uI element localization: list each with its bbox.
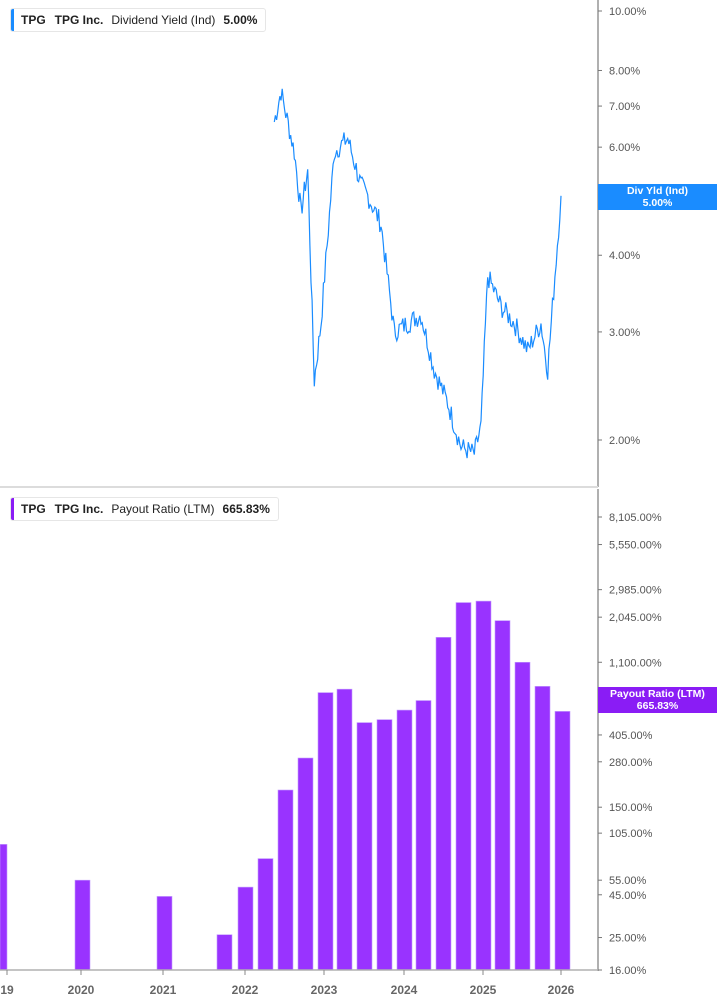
y-tick-label: 8,105.00% xyxy=(609,512,662,524)
payout-bar[interactable] xyxy=(475,600,492,971)
y-tick-label: 10.00% xyxy=(609,6,647,18)
payout-bar[interactable] xyxy=(554,711,571,971)
y-tick-label: 3.00% xyxy=(609,327,640,339)
x-axis-label: 2023 xyxy=(311,983,338,997)
tag-value: 5.00% xyxy=(642,197,673,209)
x-axis-label: 2025 xyxy=(470,983,497,997)
y-tick-label: 45.00% xyxy=(609,890,647,902)
dividend-yield-legend[interactable]: TPG TPG Inc. Dividend Yield (Ind) 5.00% xyxy=(10,8,267,32)
payout-ratio-chart[interactable]: 8,105.00% 5,550.00% 2,985.00% 2,045.00% 1,10… xyxy=(0,489,717,1005)
payout-bar[interactable] xyxy=(156,896,173,971)
current-yield-tag: Div Yld (Ind) 5.00% xyxy=(598,184,717,210)
tag-label: Div Yld (Ind) xyxy=(626,185,689,197)
x-axis-label: 2020 xyxy=(68,983,95,997)
payout-bar[interactable] xyxy=(396,709,413,971)
payout-bar[interactable] xyxy=(237,886,254,971)
y-tick-label: 1,100.00% xyxy=(609,657,662,669)
y-tick-label: 150.00% xyxy=(609,802,653,814)
dividend-yield-panel: 10.00% 8.00% 7.00% 6.00% 5.00% 4.00% 3.00% 2.00… xyxy=(0,0,717,487)
x-axis-label: 2021 xyxy=(150,983,177,997)
series-color-swatch xyxy=(11,9,14,31)
legend-company: TPG Inc. xyxy=(54,13,104,27)
legend-metric: Payout Ratio (LTM) xyxy=(111,502,215,516)
y-tick-label: 280.00% xyxy=(609,757,653,769)
payout-ratio-panel: 8,105.00% 5,550.00% 2,985.00% 2,045.00% 1,10… xyxy=(0,489,717,1005)
current-payout-tag: Payout Ratio (LTM) 665.83% xyxy=(598,687,717,713)
dividend-yield-chart[interactable]: 10.00% 8.00% 7.00% 6.00% 5.00% 4.00% 3.00% 2.00… xyxy=(0,0,717,487)
legend-ticker: TPG xyxy=(21,13,46,27)
tag-label: Payout Ratio (LTM) xyxy=(610,688,705,700)
payout-bar[interactable] xyxy=(356,722,373,971)
y-tick-label: 105.00% xyxy=(609,828,653,840)
payout-bar[interactable] xyxy=(297,757,314,971)
tag-value: 665.83% xyxy=(636,700,679,712)
legend-company: TPG Inc. xyxy=(54,502,104,516)
y-tick-label: 7.00% xyxy=(609,101,640,113)
payout-bar[interactable] xyxy=(74,879,91,971)
y-tick-label: 405.00% xyxy=(609,730,653,742)
payout-bar[interactable] xyxy=(317,692,334,971)
series-color-swatch xyxy=(11,498,14,520)
x-axis-label: 2022 xyxy=(232,983,259,997)
y-tick-label: 55.00% xyxy=(609,875,647,887)
y-tick-label: 25.00% xyxy=(609,933,647,945)
y-tick-label: 8.00% xyxy=(609,65,640,77)
y-tick-label: 2,045.00% xyxy=(609,612,662,624)
payout-bar[interactable] xyxy=(534,686,551,971)
x-axis-label: 2024 xyxy=(391,983,418,997)
legend-value: 665.83% xyxy=(222,502,270,516)
payout-ratio-legend[interactable]: TPG TPG Inc. Payout Ratio (LTM) 665.83% xyxy=(10,497,279,521)
y-tick-label: 6.00% xyxy=(609,142,640,154)
x-axis-label: 2026 xyxy=(548,983,575,997)
panel-divider[interactable] xyxy=(0,486,598,488)
legend-value: 5.00% xyxy=(223,13,258,27)
legend-metric: Dividend Yield (Ind) xyxy=(111,13,216,27)
payout-bar[interactable] xyxy=(0,844,8,971)
x-axis-label: 19 xyxy=(0,983,14,997)
y-tick-label: 2,985.00% xyxy=(609,585,662,597)
payout-bar[interactable] xyxy=(415,700,432,971)
payout-bar[interactable] xyxy=(336,688,353,971)
y-tick-label: 5,550.00% xyxy=(609,540,662,552)
legend-ticker: TPG xyxy=(21,502,46,516)
payout-bar[interactable] xyxy=(494,620,511,971)
y-tick-label: 2.00% xyxy=(609,435,640,447)
payout-bar[interactable] xyxy=(257,858,274,971)
payout-bar[interactable] xyxy=(455,602,472,971)
payout-bar[interactable] xyxy=(376,719,393,971)
payout-bar[interactable] xyxy=(216,934,233,971)
y-tick-label: 16.00% xyxy=(609,965,647,977)
y-tick-label: 4.00% xyxy=(609,250,640,262)
payout-bar[interactable] xyxy=(277,789,294,971)
payout-bar[interactable] xyxy=(435,637,452,971)
payout-bar[interactable] xyxy=(514,661,531,971)
